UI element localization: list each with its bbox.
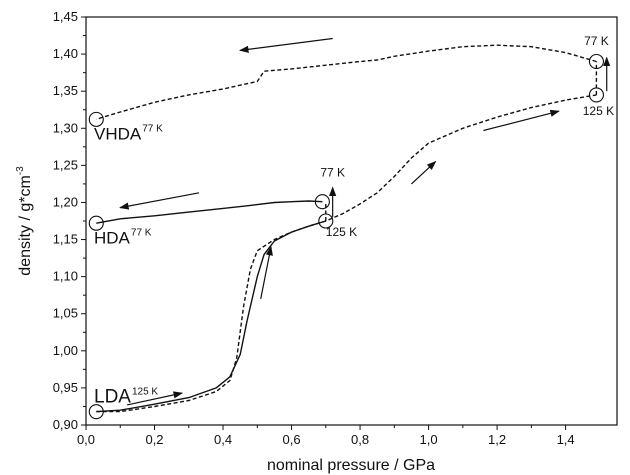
marker-layer — [88, 53, 604, 420]
state-marker-circle — [88, 404, 104, 420]
y-tick-label: 0,90 — [53, 417, 78, 432]
series-line-4 — [96, 44, 597, 121]
state-label-superscript: 77 K — [142, 123, 163, 134]
state-label-hda: HDA77 K — [94, 227, 152, 247]
x-tick-label: 1,2 — [488, 432, 506, 447]
y-tick-label: 1,05 — [53, 306, 78, 321]
state-marker-circle — [88, 215, 104, 231]
y-tick-label: 1,35 — [53, 83, 78, 98]
y-tick-label: 1,15 — [53, 232, 78, 247]
y-tick-label: 1,20 — [53, 194, 78, 209]
state-label-superscript: 77 K — [131, 227, 152, 238]
state-marker-circle — [314, 194, 330, 210]
series-line-1 — [96, 94, 597, 413]
state-label-base: VHDA — [94, 124, 142, 143]
y-tick-label: 1,40 — [53, 46, 78, 61]
y-axis-title-superscript: -3 — [15, 166, 26, 175]
y-axis-title-base: density / g*cm — [17, 175, 34, 275]
y-axis-title: density / g*cm-3 — [15, 166, 34, 276]
temperature-label: 77 K — [584, 34, 609, 48]
y-tick-label: 1,00 — [53, 343, 78, 358]
x-tick-label: 0,0 — [77, 432, 95, 447]
x-axis-ticks: 0,0 0,2 0,4 0,6 0,8 1,0 1,2 1,4 — [77, 425, 575, 447]
x-tick-label: 0,2 — [145, 432, 163, 447]
state-label-lda: LDA125 K — [94, 387, 158, 408]
y-tick-label: 1,25 — [53, 157, 78, 172]
direction-arrow — [238, 37, 333, 53]
x-tick-label: 0,4 — [214, 432, 232, 447]
y-tick-label: 0,95 — [53, 380, 78, 395]
plot-frame — [85, 16, 618, 426]
arrow-layer — [119, 37, 611, 406]
y-tick-label: 1,30 — [53, 120, 78, 135]
x-tick-label: 1,4 — [557, 432, 575, 447]
x-tick-label: 0,6 — [283, 432, 301, 447]
x-tick-label: 1,0 — [420, 432, 438, 447]
series-line-3 — [96, 200, 323, 224]
x-axis-title: nominal pressure / GPa — [267, 457, 435, 474]
direction-arrow — [483, 109, 560, 132]
x-tick-label: 0,8 — [351, 432, 369, 447]
state-label-base: LDA — [94, 387, 131, 408]
series-layer — [96, 44, 598, 413]
state-marker-circle — [588, 87, 604, 103]
direction-arrow — [260, 245, 273, 300]
temperature-label: 125 K — [583, 104, 614, 118]
state-marker-circle — [318, 213, 334, 229]
direction-arrow — [411, 160, 437, 185]
direction-arrow — [119, 192, 200, 210]
state-label-base: HDA — [94, 228, 131, 247]
series-line-2 — [96, 220, 327, 413]
y-axis-ticks: 0,90 0,95 1,00 1,05 1,10 1,15 1,20 1,25 1,30 1,35… — [53, 9, 86, 432]
temperature-label: 77 K — [320, 165, 345, 179]
state-label-vhda: VHDA77 K — [94, 123, 163, 143]
temperature-label: 125 K — [326, 225, 357, 239]
state-marker-circle — [88, 111, 104, 127]
y-tick-label: 1,45 — [53, 9, 78, 24]
direction-arrow — [126, 391, 184, 406]
y-tick-label: 1,10 — [53, 269, 78, 284]
state-label-superscript: 125 K — [132, 387, 158, 398]
